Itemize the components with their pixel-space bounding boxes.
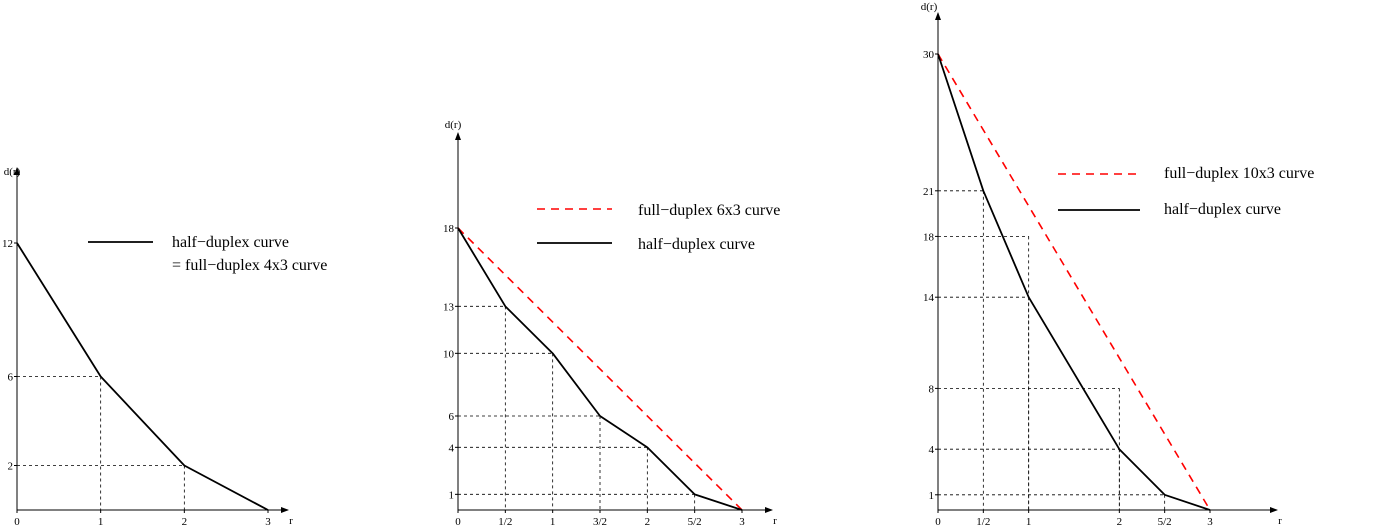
y-tick-label: 18	[443, 223, 455, 235]
x-axis-title: r	[1278, 515, 1282, 527]
x-tick-label: 2	[182, 516, 188, 528]
y-axis-title: d(r)	[4, 166, 21, 178]
x-tick-label: 0	[455, 516, 461, 528]
x-tick-label: 1/2	[498, 516, 512, 528]
x-tick-label: 1	[550, 516, 556, 528]
y-tick-label: 30	[923, 49, 935, 61]
x-tick-label: 5/2	[688, 516, 702, 528]
x-tick-label: 0	[935, 516, 941, 528]
y-tick-label: 8	[929, 383, 935, 395]
chart-panel-middle: d(r) r 0 1/2 1 3/2 2 5/2 3 1 4 6 10 13 18 full−duplex 6…	[443, 119, 780, 528]
y-axis-title: d(r)	[445, 119, 462, 131]
series-line-half-duplex	[16, 242, 269, 511]
y-axis-title: d(r)	[921, 1, 938, 13]
legend-label: half−duplex curve	[172, 234, 289, 251]
x-tick-label: 0	[14, 516, 20, 528]
x-axis-title: r	[289, 515, 293, 527]
legend-label: half−duplex curve	[1164, 201, 1281, 218]
y-tick-label: 14	[923, 292, 935, 304]
y-tick-label: 13	[443, 301, 455, 313]
x-tick-label: 2	[1117, 516, 1123, 528]
x-tick-label: 2	[645, 516, 651, 528]
y-tick-label: 6	[449, 411, 455, 423]
y-tick-label: 1	[929, 490, 935, 502]
y-tick-label: 4	[929, 444, 935, 456]
y-tick-label: 1	[449, 489, 455, 501]
y-tick-label: 18	[923, 231, 935, 243]
x-tick-label: 3	[265, 516, 271, 528]
y-tick-label: 4	[449, 442, 455, 454]
y-tick-label: 21	[923, 186, 934, 198]
y-tick-label: 2	[8, 461, 14, 473]
y-tick-label: 12	[2, 238, 13, 250]
y-tick-label: 10	[443, 348, 455, 360]
x-tick-label: 5/2	[1158, 516, 1172, 528]
series-line-full-duplex	[937, 53, 1211, 511]
series-line-full-duplex	[457, 227, 743, 511]
x-tick-label: 3/2	[593, 516, 607, 528]
x-tick-label: 1	[98, 516, 104, 528]
x-tick-label: 3	[739, 516, 745, 528]
x-axis-title: r	[773, 515, 777, 527]
y-tick-label: 6	[8, 372, 14, 384]
legend-label: full−duplex 6x3 curve	[638, 202, 780, 219]
legend-label: full−duplex 10x3 curve	[1164, 165, 1314, 182]
x-tick-label: 1/2	[976, 516, 990, 528]
x-tick-label: 1	[1026, 516, 1032, 528]
legend-label-secondary: = full−duplex 4x3 curve	[172, 257, 327, 274]
x-tick-label: 3	[1207, 516, 1213, 528]
legend-label: half−duplex curve	[638, 236, 755, 253]
